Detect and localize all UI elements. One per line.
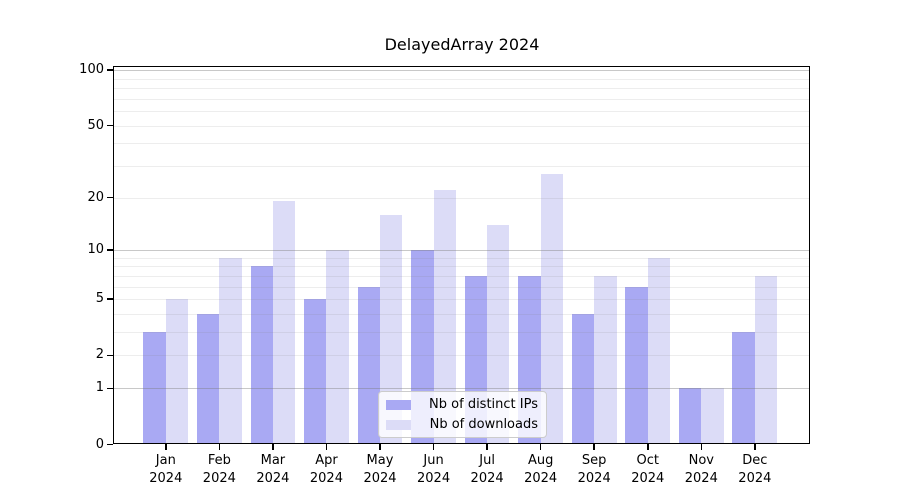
bar-distinct_ips-mar (250, 266, 273, 445)
legend-label-downloads: Nb of downloads (429, 416, 538, 432)
x-axis-tick-mark (647, 444, 649, 450)
x-axis-month-label: Oct 2024 (631, 453, 665, 486)
y-axis-tick-label: 2 (95, 347, 104, 363)
x-axis-month-label: Jun 2024 (417, 453, 451, 486)
x-axis-tick-mark (539, 444, 542, 450)
x-axis-tick-mark (218, 444, 221, 450)
x-axis-month-label: Aug 2024 (524, 453, 558, 486)
bar-downloads-mar (272, 201, 296, 445)
y-axis-tick-label: 5 (95, 291, 104, 307)
legend-item-distinct-ips: Nb of distinct IPs (386, 397, 538, 413)
y-axis-tick-mark (107, 196, 113, 199)
bar-distinct_ips-apr (304, 299, 327, 445)
y-axis-tick-label: 10 (87, 241, 104, 257)
bar-downloads-apr (326, 249, 349, 445)
gridline-major (114, 388, 809, 390)
y-axis-tick-mark (107, 298, 113, 300)
x-axis-month-label: Dec 2024 (738, 453, 772, 486)
bar-downloads-dec (754, 275, 778, 445)
bar-downloads-may (380, 214, 403, 445)
legend-item-downloads: Nb of downloads (386, 417, 538, 433)
x-axis-tick-mark (754, 444, 756, 450)
gridline-minor (114, 197, 809, 199)
bar-downloads-feb (219, 257, 242, 445)
y-axis-tick-mark (107, 387, 113, 390)
x-axis-tick-mark (486, 444, 488, 450)
x-axis-month-label: Apr 2024 (309, 453, 343, 486)
gridline-minor (114, 143, 809, 145)
gridline-minor (114, 355, 809, 357)
bar-downloads-sep (594, 275, 617, 445)
chart-title: DelayedArray 2024 (384, 35, 540, 54)
gridline-minor (114, 125, 809, 127)
gridline-minor (114, 313, 809, 315)
x-axis-tick-mark (593, 444, 595, 450)
legend-label-distinct-ips: Nb of distinct IPs (429, 396, 538, 412)
x-axis-tick-mark (325, 444, 328, 450)
legend-swatch-downloads (386, 419, 411, 430)
x-axis-month-label: Jul 2024 (470, 453, 504, 486)
bar-distinct_ips-jan (143, 332, 166, 445)
gridline-minor (114, 266, 809, 268)
bar-distinct_ips-may (357, 286, 380, 445)
legend: Nb of distinct IPs Nb of downloads (378, 391, 547, 438)
x-axis-tick-mark (432, 444, 435, 450)
y-axis-tick-mark (107, 69, 113, 71)
bar-distinct_ips-feb (196, 313, 220, 445)
y-axis-tick-label: 50 (87, 117, 104, 133)
y-axis-tick-label: 1 (95, 380, 104, 396)
gridline-minor (114, 78, 809, 80)
x-axis-month-label: May 2024 (363, 453, 397, 486)
legend-swatch-distinct-ips (386, 399, 411, 410)
y-axis-tick-mark (107, 124, 113, 127)
gridline-minor (114, 332, 809, 334)
gridline-minor (114, 87, 809, 89)
y-axis-tick-mark (107, 354, 113, 357)
bar-downloads-jun (433, 190, 456, 445)
y-axis-tick-label: 20 (87, 189, 104, 205)
y-axis-tick-label: 0 (95, 436, 104, 452)
gridline-minor (114, 257, 809, 259)
gridline-minor (114, 98, 809, 100)
bar-distinct_ips-nov (678, 388, 702, 445)
x-axis-month-label: Sep 2024 (577, 453, 611, 486)
x-axis-tick-mark (700, 444, 703, 450)
x-axis-tick-mark (165, 444, 167, 450)
gridline-minor (114, 275, 809, 277)
bar-downloads-aug (540, 174, 564, 445)
bar-distinct_ips-oct (625, 286, 648, 445)
x-axis-month-label: Nov 2024 (684, 453, 718, 486)
bar-downloads-oct (647, 257, 671, 445)
y-axis-tick-mark (107, 249, 113, 251)
gridline-minor (114, 299, 809, 301)
bar-downloads-jan (165, 299, 189, 445)
gridline-minor (114, 286, 809, 288)
bar-downloads-nov (701, 388, 724, 445)
gridline-major (114, 70, 809, 72)
bar-distinct_ips-sep (571, 313, 595, 445)
x-axis-month-label: Mar 2024 (256, 453, 290, 486)
x-axis-month-label: Feb 2024 (202, 453, 236, 486)
gridline-major (114, 249, 809, 251)
y-axis-tick-label: 100 (79, 62, 104, 78)
x-axis-month-label: Jan 2024 (149, 453, 183, 486)
bar-distinct_ips-dec (732, 332, 755, 445)
gridline-minor (114, 111, 809, 112)
x-axis-tick-mark (379, 444, 381, 450)
y-axis-tick-mark (107, 443, 113, 446)
gridline-minor (114, 165, 809, 167)
x-axis-tick-mark (272, 444, 274, 450)
bar-downloads-jul (487, 224, 510, 445)
